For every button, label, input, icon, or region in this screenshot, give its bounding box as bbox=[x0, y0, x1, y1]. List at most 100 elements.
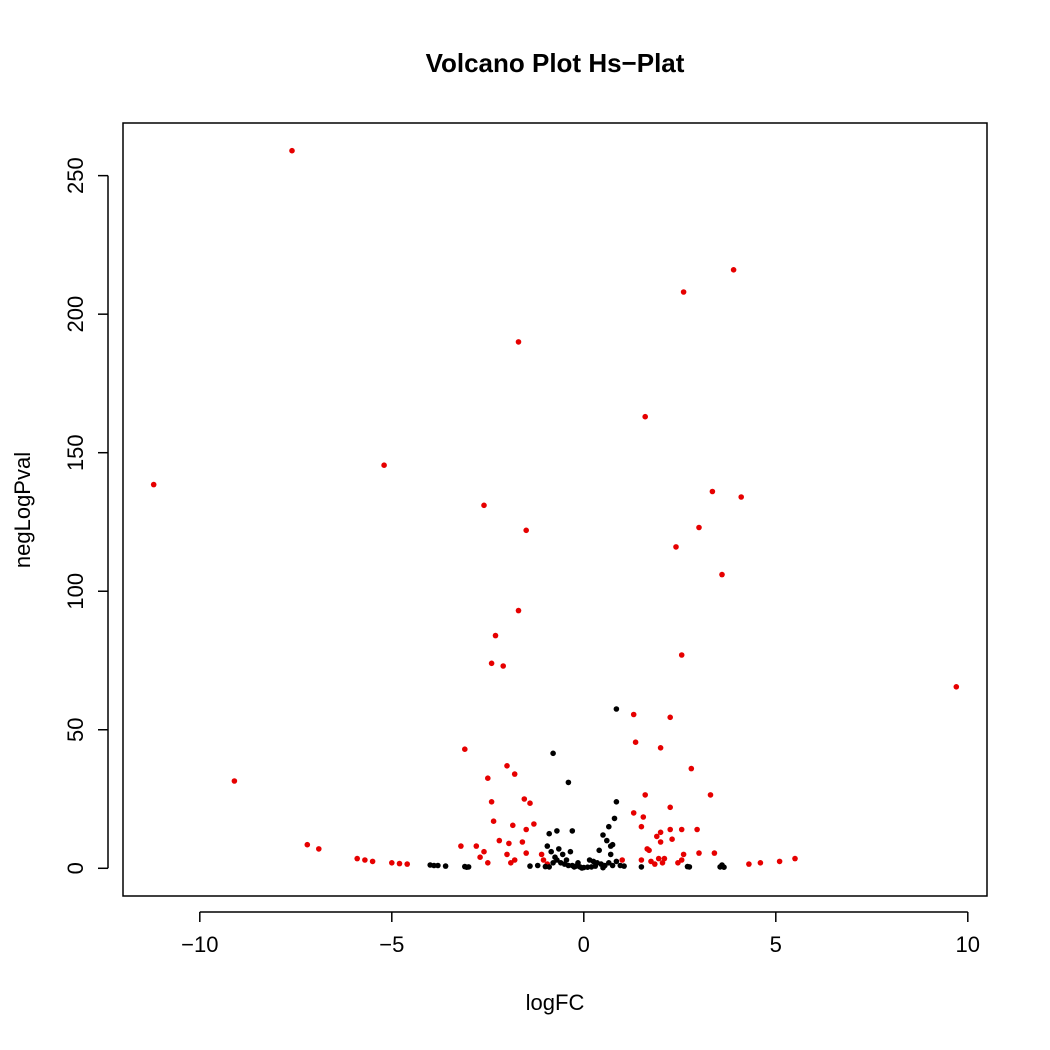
data-point bbox=[538, 851, 545, 858]
data-point bbox=[680, 289, 687, 295]
data-point bbox=[531, 821, 537, 827]
data-point bbox=[496, 837, 503, 844]
data-point bbox=[150, 481, 157, 488]
data-point bbox=[642, 413, 648, 420]
data-point bbox=[646, 847, 652, 854]
data-point bbox=[661, 855, 668, 862]
data-point bbox=[638, 857, 645, 863]
data-point bbox=[565, 862, 572, 869]
y-axis-label: negLogPval bbox=[10, 452, 35, 568]
x-tick-label: −5 bbox=[379, 932, 404, 957]
data-point bbox=[711, 850, 718, 856]
data-point bbox=[504, 763, 510, 769]
data-point bbox=[630, 810, 637, 816]
data-point bbox=[515, 607, 522, 614]
data-point bbox=[571, 864, 577, 870]
data-point bbox=[600, 864, 606, 871]
data-point bbox=[669, 836, 675, 842]
data-point bbox=[477, 854, 483, 860]
data-point bbox=[548, 848, 554, 855]
data-point bbox=[694, 826, 700, 833]
data-point bbox=[490, 818, 497, 824]
data-point bbox=[613, 858, 620, 865]
data-point bbox=[556, 846, 562, 852]
data-point bbox=[540, 857, 547, 863]
x-tick-label: 10 bbox=[956, 932, 980, 957]
data-point bbox=[776, 858, 783, 865]
data-point bbox=[630, 711, 637, 718]
data-point bbox=[953, 684, 960, 690]
y-tick-label: 250 bbox=[63, 157, 88, 194]
data-point bbox=[544, 843, 551, 849]
x-axis-label: logFC bbox=[526, 990, 585, 1015]
data-point bbox=[389, 860, 395, 866]
y-tick-label: 200 bbox=[63, 296, 88, 333]
data-point bbox=[606, 823, 612, 830]
data-point bbox=[579, 865, 585, 871]
data-point bbox=[554, 857, 560, 863]
data-point bbox=[485, 775, 491, 781]
data-point bbox=[462, 746, 468, 752]
data-point bbox=[667, 826, 673, 833]
data-point bbox=[442, 863, 449, 869]
data-point bbox=[500, 663, 507, 669]
data-point bbox=[719, 571, 725, 578]
x-tick-label: 5 bbox=[770, 932, 782, 957]
data-point bbox=[515, 339, 522, 345]
data-point bbox=[559, 851, 566, 858]
data-point bbox=[607, 851, 614, 858]
data-point bbox=[488, 799, 495, 805]
data-point bbox=[511, 771, 518, 777]
data-point bbox=[613, 799, 620, 805]
data-point bbox=[613, 706, 620, 712]
data-point bbox=[640, 814, 647, 820]
data-point bbox=[458, 843, 464, 849]
data-point bbox=[485, 860, 491, 866]
data-point bbox=[667, 804, 673, 811]
data-point bbox=[719, 862, 725, 868]
data-point bbox=[757, 860, 764, 866]
data-point bbox=[678, 857, 685, 863]
data-point bbox=[289, 147, 295, 154]
data-point bbox=[655, 855, 662, 862]
data-point bbox=[709, 488, 716, 495]
data-point bbox=[492, 632, 499, 639]
data-point bbox=[465, 864, 472, 870]
y-tick-label: 0 bbox=[63, 862, 88, 874]
data-point bbox=[481, 848, 487, 855]
data-point bbox=[696, 850, 702, 856]
data-point bbox=[508, 860, 514, 866]
data-point bbox=[506, 840, 512, 847]
data-point bbox=[621, 863, 627, 869]
data-point bbox=[575, 860, 581, 866]
data-point bbox=[521, 796, 528, 802]
data-point bbox=[678, 826, 685, 833]
data-point bbox=[707, 792, 714, 798]
data-point bbox=[652, 861, 658, 867]
data-point bbox=[657, 745, 664, 751]
data-point bbox=[688, 765, 695, 772]
data-point bbox=[527, 800, 533, 806]
data-point bbox=[792, 855, 798, 862]
data-point bbox=[567, 848, 574, 855]
y-tick-label: 50 bbox=[63, 718, 88, 742]
data-point bbox=[504, 851, 510, 858]
data-point bbox=[304, 841, 311, 848]
data-point bbox=[511, 857, 518, 863]
data-point bbox=[546, 830, 552, 837]
data-point bbox=[609, 862, 616, 869]
data-point bbox=[686, 864, 693, 870]
data-point bbox=[510, 822, 516, 829]
data-point bbox=[519, 839, 526, 845]
data-point bbox=[550, 750, 556, 757]
data-point bbox=[231, 778, 238, 784]
data-point bbox=[369, 858, 376, 865]
data-point bbox=[604, 837, 610, 844]
data-point bbox=[730, 267, 737, 273]
x-tick-label: −10 bbox=[181, 932, 218, 957]
data-point bbox=[632, 739, 639, 745]
data-point bbox=[435, 862, 441, 869]
x-axis: −10 −5 0 5 10 bbox=[181, 911, 980, 957]
data-point bbox=[381, 462, 387, 469]
chart-title: Volcano Plot Hs−Plat bbox=[426, 48, 685, 78]
